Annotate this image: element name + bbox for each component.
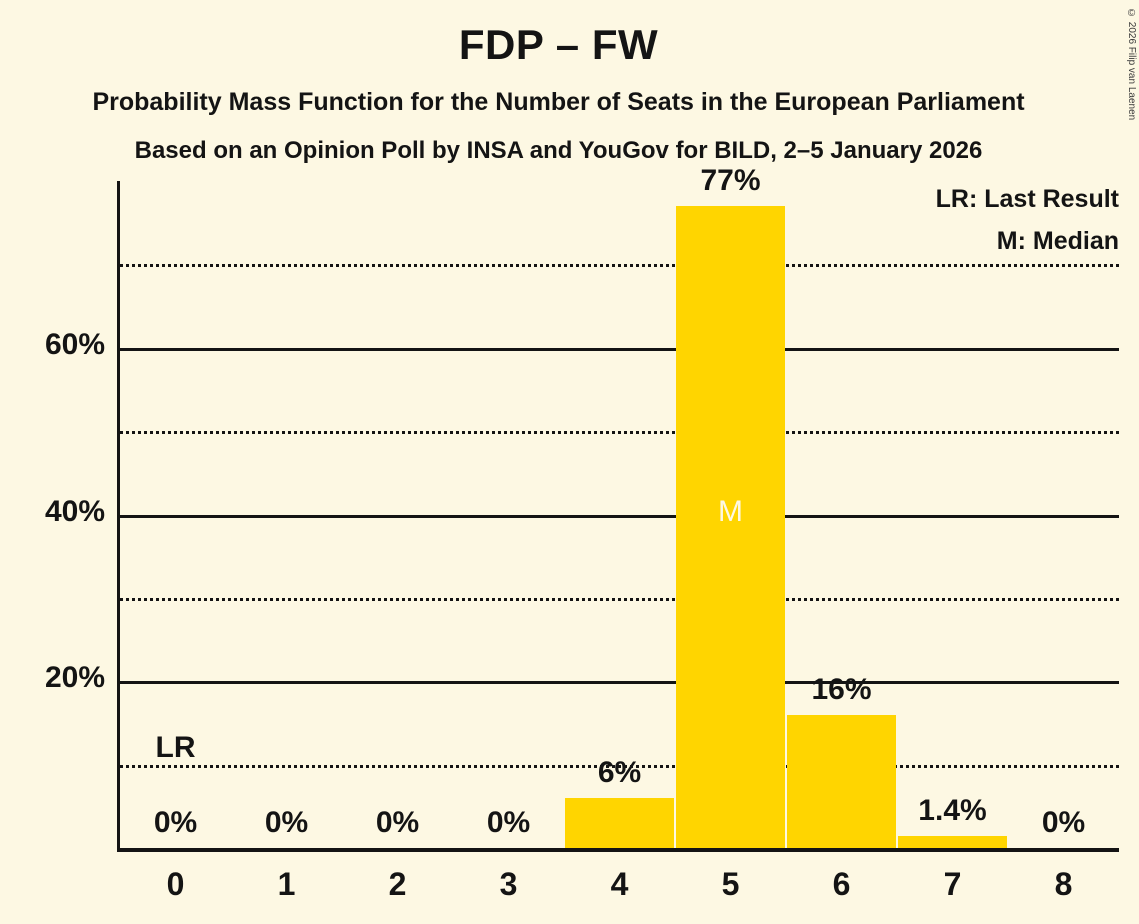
- x-axis-tick-label-8: 8: [1054, 866, 1073, 902]
- chart-subtitle: Probability Mass Function for the Number…: [92, 88, 1025, 116]
- x-axis-tick-label-6: 6: [832, 866, 851, 902]
- y-axis-tick-label: 60%: [44, 327, 105, 361]
- bar-seats-5: [676, 206, 785, 848]
- plot-area: [120, 181, 1119, 848]
- copyright-notice: © 2026 Filip van Laenen: [1126, 8, 1137, 121]
- x-axis-tick-label-3: 3: [499, 866, 518, 902]
- y-axis-tick-label: 40%: [44, 494, 105, 528]
- bar-value-label-8: 0%: [1041, 806, 1086, 839]
- bar-value-label-0: 0%: [153, 806, 198, 839]
- x-axis-tick-label-5: 5: [721, 866, 740, 902]
- x-axis-tick-label-0: 0: [166, 866, 185, 902]
- bar-seats-4: [565, 797, 674, 848]
- x-axis-tick-label-1: 1: [277, 866, 296, 902]
- gridline-10pct: [120, 764, 1119, 768]
- bar-value-label-7: 1.4%: [918, 794, 987, 828]
- median-marker: M: [718, 494, 743, 528]
- y-axis-tick-label: 20%: [44, 661, 105, 695]
- bar-value-label-3: 0%: [486, 806, 531, 839]
- legend-entry-last-result: LR: Last Result: [935, 185, 1119, 213]
- gridline-30pct: [120, 597, 1119, 601]
- bar-value-label-6: 16%: [811, 672, 872, 706]
- legend-entry-median: M: Median: [996, 227, 1119, 255]
- y-axis-line: [117, 181, 120, 851]
- gridline-60pct: [120, 347, 1119, 351]
- bar-value-label-4: 6%: [597, 755, 642, 789]
- chart-source-subtitle: Based on an Opinion Poll by INSA and You…: [134, 137, 983, 164]
- x-axis-tick-label-4: 4: [610, 866, 629, 902]
- bar-value-label-2: 0%: [375, 806, 420, 839]
- last-result-marker: LR: [155, 730, 196, 764]
- x-axis-tick-label-2: 2: [388, 866, 407, 902]
- x-axis-line: [117, 848, 1119, 852]
- bar-value-label-1: 0%: [264, 806, 309, 839]
- gridline-20pct: [120, 681, 1119, 685]
- gridline-70pct: [120, 264, 1119, 268]
- bar-value-label-5: 77%: [700, 164, 761, 197]
- page-title: FDP – FW: [458, 21, 659, 68]
- x-axis-tick-label-7: 7: [943, 866, 962, 902]
- gridline-40pct: [120, 514, 1119, 518]
- gridline-50pct: [120, 431, 1119, 435]
- bar-seats-6: [787, 714, 896, 848]
- bar-seats-7: [898, 836, 1007, 848]
